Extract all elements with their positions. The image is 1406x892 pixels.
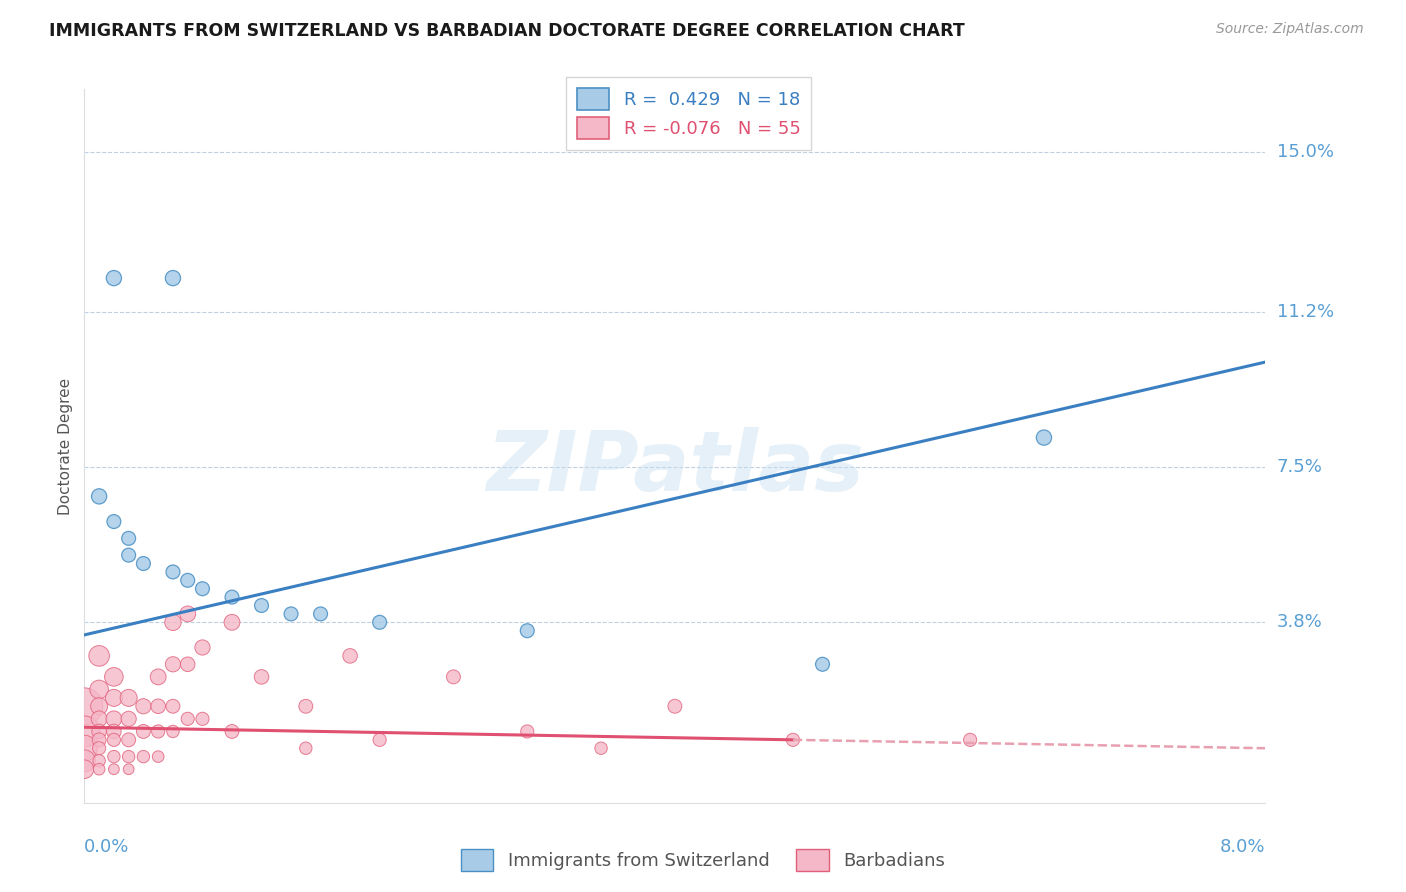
Point — [132, 557, 155, 571]
Point — [103, 749, 125, 764]
Point — [132, 699, 155, 714]
Point — [591, 741, 613, 756]
Point — [177, 607, 200, 621]
Point — [103, 762, 125, 776]
Text: ZIPatlas: ZIPatlas — [486, 427, 863, 508]
Point — [103, 724, 125, 739]
Point — [191, 582, 214, 596]
Point — [368, 732, 391, 747]
Point — [118, 762, 141, 776]
Point — [103, 515, 125, 529]
Legend: R =  0.429   N = 18, R = -0.076   N = 55: R = 0.429 N = 18, R = -0.076 N = 55 — [565, 77, 811, 150]
Point — [162, 271, 184, 285]
Point — [250, 599, 273, 613]
Point — [103, 690, 125, 705]
Point — [103, 271, 125, 285]
Point — [221, 615, 243, 630]
Point — [309, 607, 332, 621]
Point — [177, 657, 200, 672]
Point — [221, 590, 243, 604]
Point — [87, 682, 111, 697]
Point — [87, 732, 111, 747]
Text: Source: ZipAtlas.com: Source: ZipAtlas.com — [1216, 22, 1364, 37]
Point — [443, 670, 465, 684]
Point — [87, 648, 111, 663]
Point — [87, 741, 111, 756]
Point — [73, 741, 96, 756]
Point — [295, 741, 318, 756]
Point — [250, 670, 273, 684]
Point — [664, 699, 686, 714]
Point — [177, 712, 200, 726]
Text: 11.2%: 11.2% — [1277, 302, 1334, 321]
Point — [73, 754, 96, 768]
Point — [177, 574, 200, 588]
Point — [118, 712, 141, 726]
Point — [87, 724, 111, 739]
Text: 15.0%: 15.0% — [1277, 143, 1333, 161]
Point — [162, 657, 184, 672]
Point — [295, 699, 318, 714]
Point — [191, 640, 214, 655]
Point — [516, 724, 538, 739]
Point — [162, 724, 184, 739]
Point — [118, 749, 141, 764]
Point — [782, 732, 804, 747]
Point — [118, 732, 141, 747]
Point — [148, 724, 170, 739]
Point — [87, 489, 111, 503]
Point — [132, 724, 155, 739]
Point — [103, 732, 125, 747]
Point — [73, 724, 96, 739]
Point — [118, 532, 141, 546]
Point — [132, 749, 155, 764]
Point — [87, 699, 111, 714]
Point — [148, 670, 170, 684]
Point — [1033, 431, 1056, 445]
Point — [339, 648, 361, 663]
Point — [280, 607, 302, 621]
Point — [191, 712, 214, 726]
Point — [368, 615, 391, 630]
Point — [87, 712, 111, 726]
Legend: Immigrants from Switzerland, Barbadians: Immigrants from Switzerland, Barbadians — [454, 842, 952, 879]
Point — [87, 762, 111, 776]
Point — [103, 670, 125, 684]
Point — [148, 749, 170, 764]
Point — [73, 762, 96, 776]
Point — [162, 615, 184, 630]
Y-axis label: Doctorate Degree: Doctorate Degree — [58, 377, 73, 515]
Point — [73, 699, 96, 714]
Text: IMMIGRANTS FROM SWITZERLAND VS BARBADIAN DOCTORATE DEGREE CORRELATION CHART: IMMIGRANTS FROM SWITZERLAND VS BARBADIAN… — [49, 22, 965, 40]
Text: 3.8%: 3.8% — [1277, 614, 1322, 632]
Point — [162, 565, 184, 579]
Point — [221, 724, 243, 739]
Point — [516, 624, 538, 638]
Point — [148, 699, 170, 714]
Point — [118, 548, 141, 562]
Text: 8.0%: 8.0% — [1220, 838, 1265, 855]
Text: 0.0%: 0.0% — [84, 838, 129, 855]
Point — [959, 732, 981, 747]
Point — [162, 699, 184, 714]
Point — [103, 712, 125, 726]
Point — [118, 690, 141, 705]
Point — [811, 657, 834, 672]
Text: 7.5%: 7.5% — [1277, 458, 1323, 476]
Point — [87, 754, 111, 768]
